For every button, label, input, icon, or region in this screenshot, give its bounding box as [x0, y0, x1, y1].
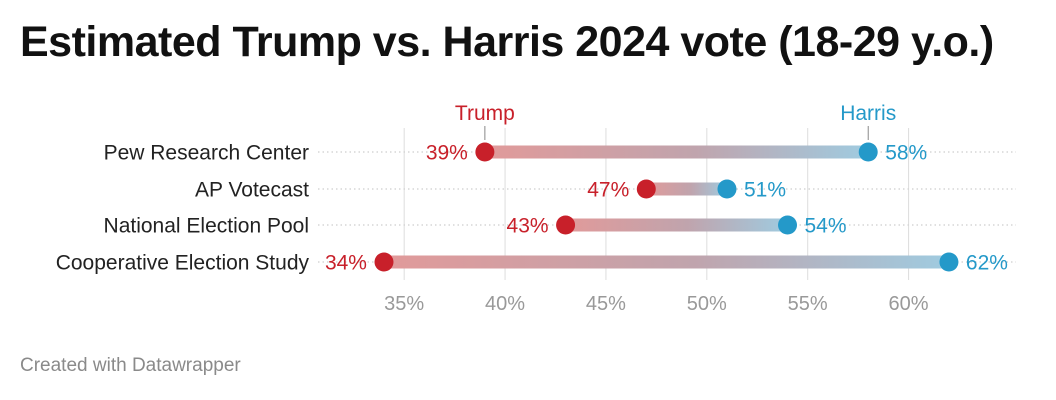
trump-value-label: 34% [325, 252, 367, 275]
trump-dot [374, 252, 394, 272]
harris-dot [778, 215, 798, 235]
category-label: Pew Research Center [104, 142, 309, 165]
row-guides [318, 151, 1016, 263]
category-label: AP Votecast [195, 179, 309, 202]
x-tick-label: 35% [384, 293, 424, 315]
harris-dot [858, 142, 878, 162]
category-label: Cooperative Election Study [56, 252, 310, 275]
trump-value-label: 47% [587, 179, 629, 202]
footer-credit: Created with Datawrapper [20, 355, 241, 376]
category-label: National Election Pool [104, 215, 309, 238]
x-tick-label: 60% [889, 293, 929, 315]
trump-dot [556, 215, 576, 235]
chart-title: Estimated Trump vs. Harris 2024 vote (18… [20, 18, 994, 66]
dumbbell-bars [374, 142, 959, 272]
series-label-trump: Trump [455, 102, 515, 125]
x-tick-label: 50% [687, 293, 727, 315]
harris-value-label: 54% [805, 215, 847, 238]
x-tick-label: 45% [586, 293, 626, 315]
labels: 35% 40% 45% 50% 55% 60% Pew Research Center 39%… [56, 102, 1008, 315]
harris-value-label: 58% [885, 142, 927, 165]
harris-value-label: 51% [744, 179, 786, 202]
series-label-harris: Harris [840, 102, 896, 125]
trump-dot [475, 142, 495, 162]
trump-dot [636, 179, 656, 199]
trump-value-label: 39% [426, 142, 468, 165]
trump-value-label: 43% [507, 215, 549, 238]
harris-dot [717, 179, 737, 199]
x-tick-label: 40% [485, 293, 525, 315]
harris-value-label: 62% [966, 252, 1008, 275]
harris-dot [939, 252, 959, 272]
x-tick-label: 55% [788, 293, 828, 315]
